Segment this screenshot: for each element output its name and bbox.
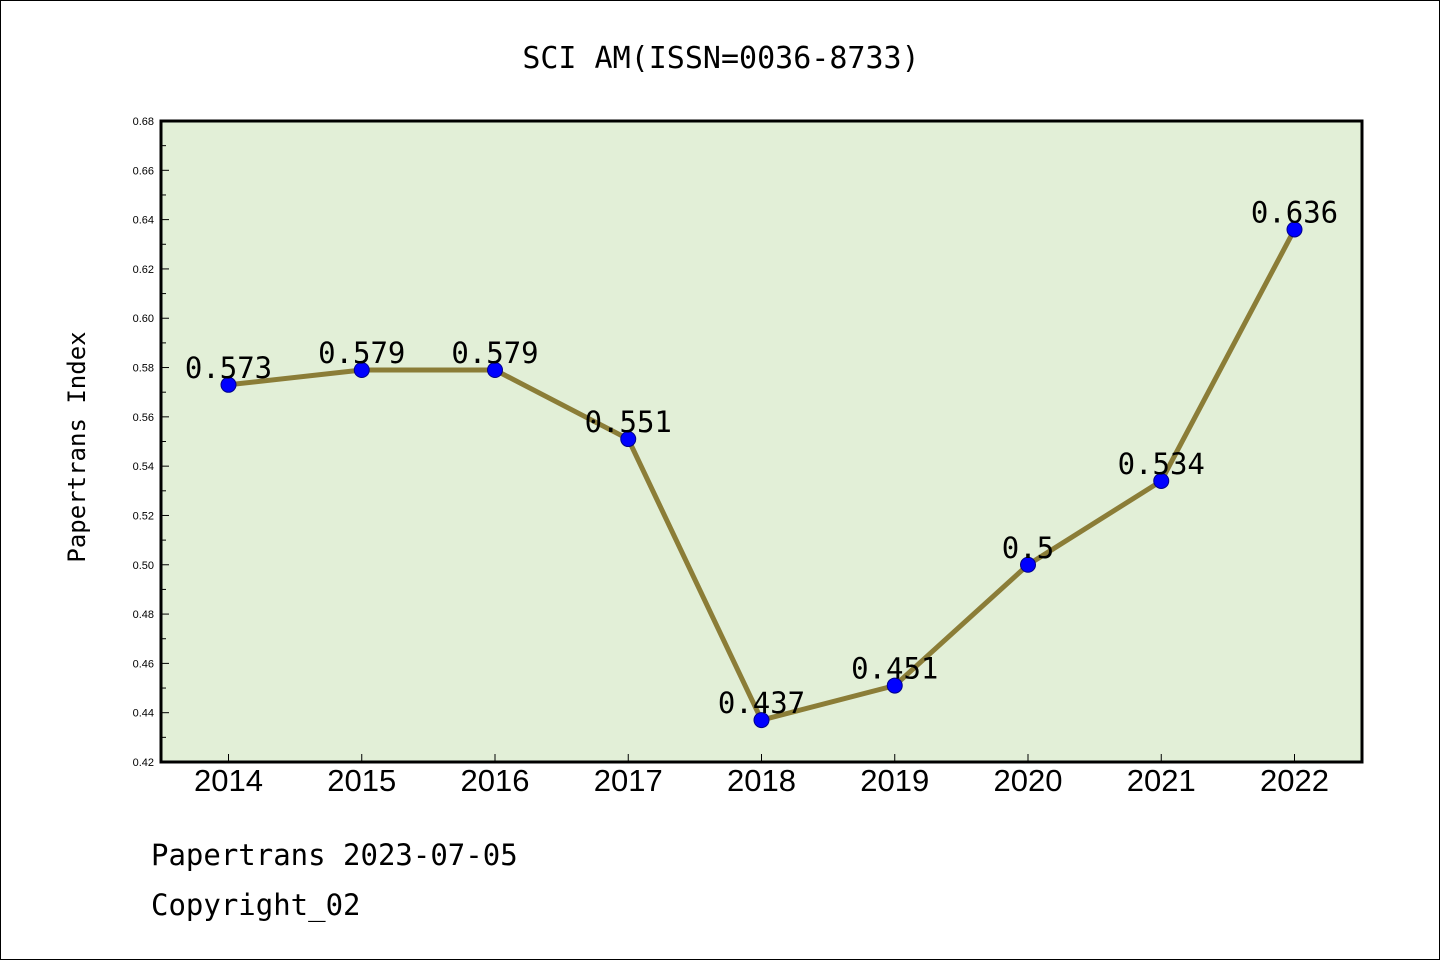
y-tick-label: 0.64 [133, 215, 154, 227]
data-label: 0.579 [318, 336, 405, 370]
x-tick-label: 2016 [461, 763, 530, 798]
x-tick-label: 2020 [994, 763, 1063, 798]
y-tick-label: 0.44 [133, 708, 154, 720]
plot-area [159, 119, 1364, 764]
y-tick-label: 0.56 [133, 412, 154, 424]
data-point [487, 362, 503, 379]
data-label: 0.579 [451, 336, 538, 370]
data-point [886, 677, 903, 694]
chart-title: SCI AM(ISSN=0036-8733) [522, 41, 919, 76]
x-axis: 2014 2015 2016 2017 2018 2019 2020 2021 2022 [194, 754, 1329, 798]
x-tick-label: 2018 [727, 763, 796, 798]
data-point [1286, 221, 1303, 238]
data-label: 0.636 [1251, 195, 1338, 229]
data-point [753, 712, 770, 729]
data-point [1020, 556, 1036, 573]
data-point [220, 376, 237, 393]
footer-copyright: Copyright_02 [151, 888, 361, 923]
x-tick-label: 2015 [327, 763, 396, 798]
y-tick-label: 0.46 [133, 658, 154, 670]
data-point [620, 431, 637, 448]
x-tick-label: 2017 [594, 763, 663, 798]
y-tick-label: 0.62 [133, 264, 154, 276]
data-label: 0.451 [851, 652, 938, 686]
data-point [353, 362, 370, 379]
data-label: 0.5 [1002, 531, 1054, 565]
footer-date: Papertrans 2023-07-05 [151, 838, 518, 872]
x-tick-label: 2021 [1127, 763, 1196, 798]
x-tick-label: 2014 [194, 763, 263, 798]
y-tick-label: 0.52 [133, 510, 154, 522]
data-label: 0.573 [185, 351, 272, 385]
y-tick-label: 0.68 [133, 116, 154, 128]
y-axis: 0.42 0.44 0.46 0.48 0.50 0.52 0.54 0.56 0.58 0.60… [133, 116, 169, 769]
data-point [1153, 472, 1170, 489]
y-tick-label: 0.58 [133, 363, 154, 375]
y-axis-label: Papertrans Index [63, 331, 91, 562]
y-tick-label: 0.42 [133, 757, 154, 769]
y-tick-label: 0.54 [133, 461, 154, 473]
y-tick-label: 0.50 [133, 560, 154, 572]
data-label: 0.551 [585, 405, 672, 439]
data-label: 0.534 [1118, 447, 1205, 481]
y-tick-label: 0.48 [133, 609, 154, 621]
x-tick-label: 2022 [1260, 763, 1329, 798]
y-tick-label: 0.60 [133, 313, 154, 325]
data-labels: 0.573 0.579 0.579 0.551 0.437 0.451 0.5 0.534 0.… [185, 195, 1338, 720]
x-tick-label: 2019 [860, 763, 929, 798]
y-tick-label: 0.66 [133, 165, 154, 177]
series-group [220, 221, 1303, 729]
data-label: 0.437 [718, 686, 805, 720]
